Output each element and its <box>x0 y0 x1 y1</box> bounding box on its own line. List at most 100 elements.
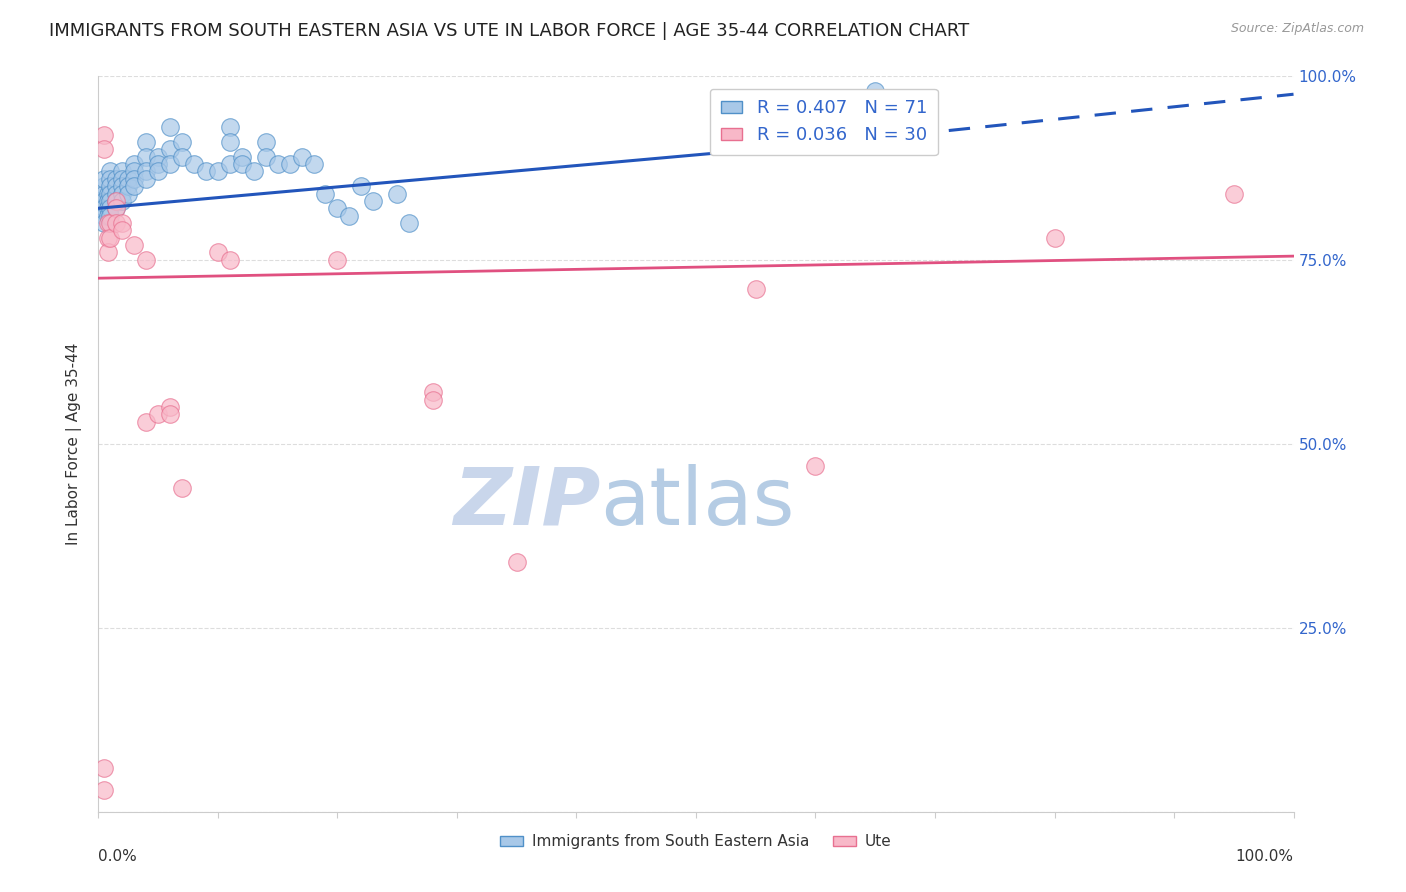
Point <box>135 415 157 429</box>
Point <box>278 157 301 171</box>
Point <box>117 186 139 201</box>
Point <box>98 209 122 223</box>
Point <box>422 385 444 400</box>
Point <box>148 157 170 171</box>
Point <box>350 179 373 194</box>
Point <box>135 164 157 178</box>
Point <box>93 194 115 208</box>
Point <box>135 171 157 186</box>
Point <box>105 202 128 216</box>
Point <box>105 171 128 186</box>
Point <box>231 157 253 171</box>
Point <box>124 238 146 252</box>
Point <box>124 164 146 178</box>
Point <box>105 194 128 208</box>
Point <box>254 150 277 164</box>
Point <box>745 282 768 296</box>
Point <box>207 245 229 260</box>
Point <box>124 179 146 194</box>
Point <box>1223 186 1246 201</box>
Point <box>97 230 120 244</box>
Point <box>219 135 242 149</box>
Point <box>135 150 157 164</box>
Y-axis label: In Labor Force | Age 35-44: In Labor Force | Age 35-44 <box>66 343 83 545</box>
Point <box>93 202 115 216</box>
Point <box>422 392 444 407</box>
Point <box>135 252 157 267</box>
Point <box>111 171 134 186</box>
Text: atlas: atlas <box>600 464 794 541</box>
Point <box>207 164 229 178</box>
Point <box>385 186 409 201</box>
Point <box>117 171 139 186</box>
Point <box>97 216 120 230</box>
Text: Source: ZipAtlas.com: Source: ZipAtlas.com <box>1230 22 1364 36</box>
Text: 0.0%: 0.0% <box>98 848 138 863</box>
Point <box>97 202 120 216</box>
Point <box>111 186 134 201</box>
Point <box>105 186 128 201</box>
Point <box>159 407 181 421</box>
Point <box>111 179 134 194</box>
Point <box>172 150 194 164</box>
Point <box>93 171 115 186</box>
Point <box>93 179 115 194</box>
Legend: Immigrants from South Eastern Asia, Ute: Immigrants from South Eastern Asia, Ute <box>495 829 897 855</box>
Text: ZIP: ZIP <box>453 464 600 541</box>
Point <box>105 202 128 216</box>
Point <box>111 223 134 237</box>
Point <box>159 400 181 414</box>
Point <box>93 216 115 230</box>
Point <box>117 179 139 194</box>
Point <box>172 481 194 495</box>
Text: IMMIGRANTS FROM SOUTH EASTERN ASIA VS UTE IN LABOR FORCE | AGE 35-44 CORRELATION: IMMIGRANTS FROM SOUTH EASTERN ASIA VS UT… <box>49 22 970 40</box>
Point <box>231 150 253 164</box>
Point <box>111 194 134 208</box>
Point <box>93 186 115 201</box>
Point <box>219 252 242 267</box>
Point <box>159 120 181 135</box>
Point <box>105 194 128 208</box>
Point <box>148 164 170 178</box>
Point <box>98 179 122 194</box>
Point <box>93 142 115 157</box>
Point <box>93 782 115 797</box>
Point <box>124 157 146 171</box>
Point <box>326 252 349 267</box>
Point <box>97 186 120 201</box>
Point <box>93 128 115 142</box>
Point <box>111 216 134 230</box>
Point <box>148 150 170 164</box>
Point <box>105 216 128 230</box>
Point <box>804 458 827 473</box>
Point <box>98 202 122 216</box>
Point <box>219 157 242 171</box>
Point <box>93 760 115 774</box>
Point <box>98 164 122 178</box>
Point <box>302 157 325 171</box>
Point <box>183 157 205 171</box>
Point <box>105 179 128 194</box>
Point <box>326 202 349 216</box>
Point <box>98 230 122 244</box>
Point <box>148 407 170 421</box>
Point <box>291 150 314 164</box>
Point <box>219 120 242 135</box>
Text: 100.0%: 100.0% <box>1236 848 1294 863</box>
Point <box>159 142 181 157</box>
Point <box>124 171 146 186</box>
Point <box>339 209 361 223</box>
Point <box>243 164 266 178</box>
Point <box>398 216 420 230</box>
Point <box>172 135 194 149</box>
Point <box>267 157 290 171</box>
Point <box>865 83 887 97</box>
Point <box>1043 230 1066 244</box>
Point <box>98 171 122 186</box>
Point <box>111 164 134 178</box>
Point <box>135 135 157 149</box>
Point <box>98 194 122 208</box>
Point <box>363 194 385 208</box>
Point <box>195 164 218 178</box>
Point <box>97 194 120 208</box>
